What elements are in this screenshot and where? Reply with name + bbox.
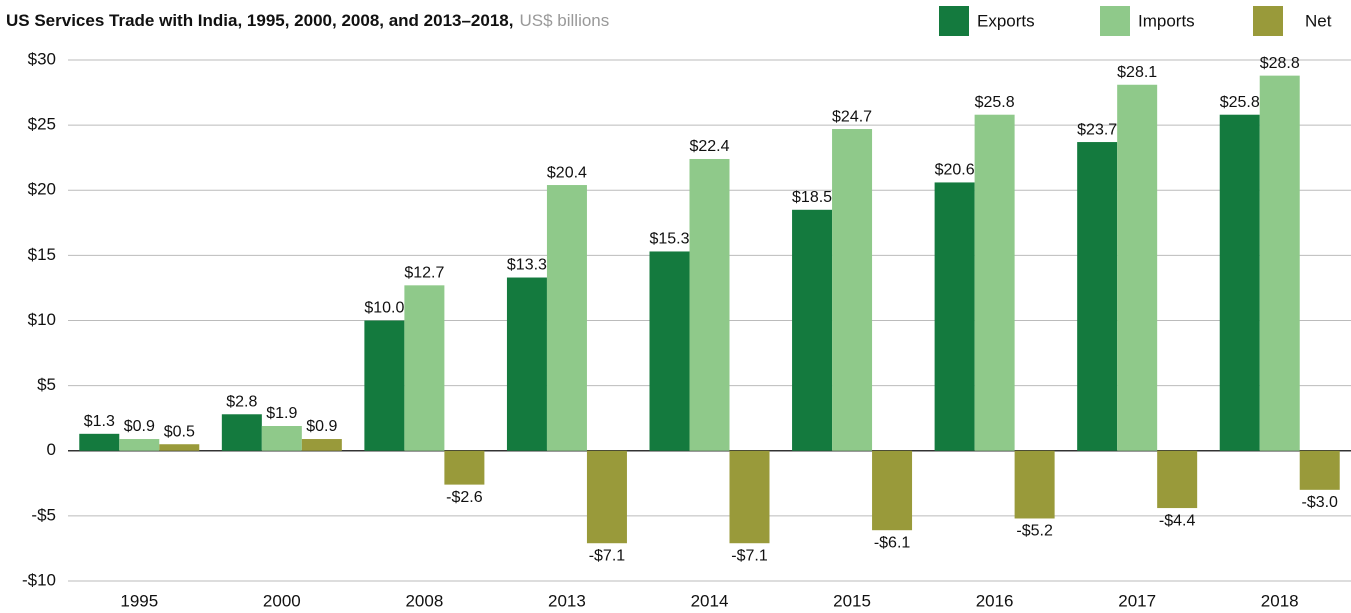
bar <box>261 426 302 451</box>
bar <box>364 320 405 451</box>
y-tick-label: -$10 <box>22 570 56 589</box>
data-label: $23.7 <box>1077 121 1117 138</box>
data-label: $0.9 <box>306 418 337 435</box>
y-tick-label: $15 <box>28 245 56 264</box>
data-label: $0.5 <box>164 423 195 440</box>
y-tick-label: $10 <box>28 310 56 329</box>
bar <box>444 450 485 485</box>
legend-swatch <box>939 6 969 36</box>
bar <box>586 450 627 544</box>
bar <box>1157 450 1198 509</box>
legend-swatch <box>1100 6 1130 36</box>
legend-label: Net <box>1305 11 1332 30</box>
data-label: -$5.2 <box>1016 523 1053 540</box>
bar <box>832 129 873 451</box>
bar <box>1299 450 1340 490</box>
data-label: $20.4 <box>547 164 587 181</box>
bar <box>301 439 342 451</box>
y-tick-label: $20 <box>28 180 56 199</box>
bar <box>872 450 913 531</box>
x-tick-label: 2017 <box>1118 591 1156 610</box>
data-label: $25.8 <box>975 94 1015 111</box>
data-label: -$2.6 <box>446 489 483 506</box>
data-label: $0.9 <box>124 418 155 435</box>
chart-title: US Services Trade with India, 1995, 2000… <box>6 11 513 30</box>
y-tick-label: $25 <box>28 115 56 134</box>
chart-heading: US Services Trade with India, 1995, 2000… <box>6 11 609 30</box>
data-label: -$3.0 <box>1301 494 1338 511</box>
bar <box>974 114 1015 451</box>
x-tick-label: 2013 <box>548 591 586 610</box>
data-label: -$6.1 <box>874 534 911 551</box>
y-tick-label: -$5 <box>31 505 56 524</box>
bar <box>792 209 833 451</box>
bar <box>506 277 547 451</box>
x-tick-label: 2000 <box>263 591 301 610</box>
x-tick-label: 1995 <box>120 591 158 610</box>
bar <box>1014 450 1055 519</box>
data-label: $24.7 <box>832 108 872 125</box>
x-tick-label: 2008 <box>405 591 443 610</box>
bar <box>729 450 770 544</box>
data-label: $18.5 <box>792 189 832 206</box>
data-label: $15.3 <box>649 231 689 248</box>
data-label: $1.9 <box>266 405 297 422</box>
data-label: -$7.1 <box>589 547 626 564</box>
data-label: $13.3 <box>507 257 547 274</box>
data-label: $20.6 <box>935 162 975 179</box>
data-label: -$7.1 <box>731 547 768 564</box>
bar <box>404 285 445 451</box>
data-label: $10.0 <box>364 300 404 317</box>
data-label: $22.4 <box>689 138 729 155</box>
bar <box>546 185 587 451</box>
data-label: $1.3 <box>84 413 115 430</box>
data-label: $28.1 <box>1117 64 1157 81</box>
bar <box>1077 142 1118 451</box>
bar <box>221 414 262 451</box>
bar <box>649 251 690 451</box>
y-tick-label: 0 <box>47 440 56 459</box>
bar <box>934 182 975 451</box>
x-tick-label: 2014 <box>691 591 729 610</box>
bar <box>1117 84 1158 451</box>
x-tick-label: 2016 <box>976 591 1014 610</box>
bar <box>79 433 120 451</box>
chart-subtitle: US$ billions <box>519 11 609 30</box>
data-label: $28.8 <box>1260 55 1300 72</box>
legend-label: Imports <box>1138 11 1195 30</box>
x-tick-label: 2015 <box>833 591 871 610</box>
data-label: $25.8 <box>1220 94 1260 111</box>
legend-swatch <box>1253 6 1283 36</box>
bar <box>1259 75 1300 451</box>
bar <box>689 158 730 451</box>
y-tick-label: $30 <box>28 49 56 68</box>
legend-label: Exports <box>977 11 1035 30</box>
y-tick-label: $5 <box>37 375 56 394</box>
bar <box>159 444 200 451</box>
data-label: -$4.4 <box>1159 512 1196 529</box>
x-tick-label: 2018 <box>1261 591 1299 610</box>
data-label: $2.8 <box>226 393 257 410</box>
bar <box>1219 114 1260 451</box>
bar <box>119 439 160 451</box>
data-label: $12.7 <box>404 265 444 282</box>
